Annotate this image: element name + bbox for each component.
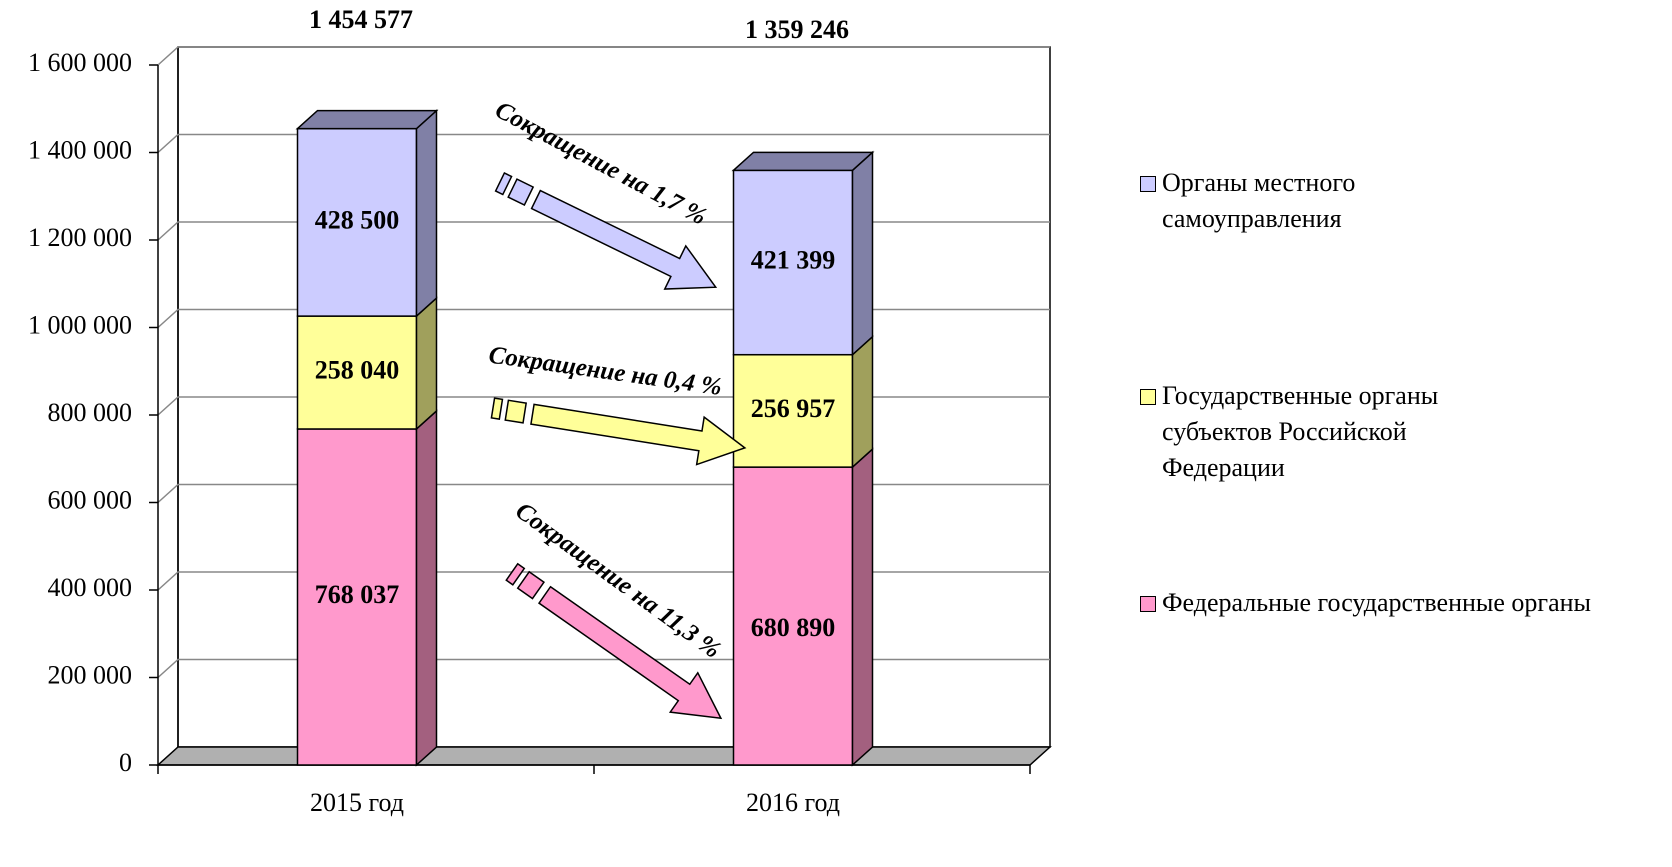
bar-segment <box>296 315 418 430</box>
arrow-dash <box>494 172 513 196</box>
legend-item: Органы местного самоуправления <box>1140 165 1462 237</box>
annotation-arrow <box>494 172 718 290</box>
arrow-dash <box>490 397 504 420</box>
legend-swatch <box>1140 176 1156 192</box>
legend-swatch <box>1140 389 1156 405</box>
bar-side <box>851 150 874 357</box>
y-tick-label: 1 000 000 <box>28 310 132 339</box>
x-tick-label: 2016 год <box>746 788 840 817</box>
y-tick-label: 200 000 <box>48 660 133 689</box>
y-tick-label: 0 <box>119 748 132 777</box>
arrow-dash <box>507 178 535 207</box>
total-label: 1 454 577 <box>309 5 413 34</box>
value-label: 258 040 <box>315 356 400 385</box>
y-tick-label: 1 400 000 <box>28 135 132 164</box>
value-label: 428 500 <box>315 205 400 234</box>
legend-item: Государственные органы субъектов Российс… <box>1140 378 1522 486</box>
arrow-body <box>530 189 718 290</box>
value-label: 768 037 <box>315 580 400 609</box>
legend-swatch <box>1140 596 1156 612</box>
value-label: 256 957 <box>751 394 836 423</box>
y-tick-label: 800 000 <box>48 398 133 427</box>
y-tick-label: 1 600 000 <box>28 48 132 77</box>
bar-top <box>295 109 439 130</box>
floor <box>156 746 1052 766</box>
legend-label: Государственные органы субъектов Российс… <box>1162 381 1439 482</box>
value-label: 421 399 <box>751 245 836 274</box>
total-label: 1 359 246 <box>745 15 849 44</box>
annotation-arrow <box>505 562 723 720</box>
bar-top <box>731 151 875 172</box>
legend-label: Федеральные государственные органы <box>1162 588 1592 617</box>
legend-item: Федеральные государственные органы <box>1140 585 1602 621</box>
arrow-body <box>530 403 747 466</box>
y-tick-label: 600 000 <box>48 485 133 514</box>
annotation-arrow <box>490 397 747 466</box>
bar-side <box>851 335 874 469</box>
arrow-dash <box>516 570 545 600</box>
arrow-dash <box>505 562 526 586</box>
y-tick-label: 400 000 <box>48 573 133 602</box>
grid-line <box>157 133 1050 154</box>
arrow-body <box>537 585 723 720</box>
bar-side <box>851 447 874 767</box>
value-label: 680 890 <box>751 613 836 642</box>
legend-label: Органы местного самоуправления <box>1162 168 1356 233</box>
arrow-dash <box>504 399 528 424</box>
bar-side <box>415 108 438 318</box>
bar-segment <box>732 466 854 766</box>
bar-side <box>415 409 438 767</box>
bar-segment <box>296 428 418 766</box>
grid-line <box>157 46 1050 66</box>
bar-side <box>415 296 438 431</box>
y-tick-label: 1 200 000 <box>28 223 132 252</box>
bar-segment <box>296 127 418 317</box>
x-tick-label: 2015 год <box>310 788 404 817</box>
